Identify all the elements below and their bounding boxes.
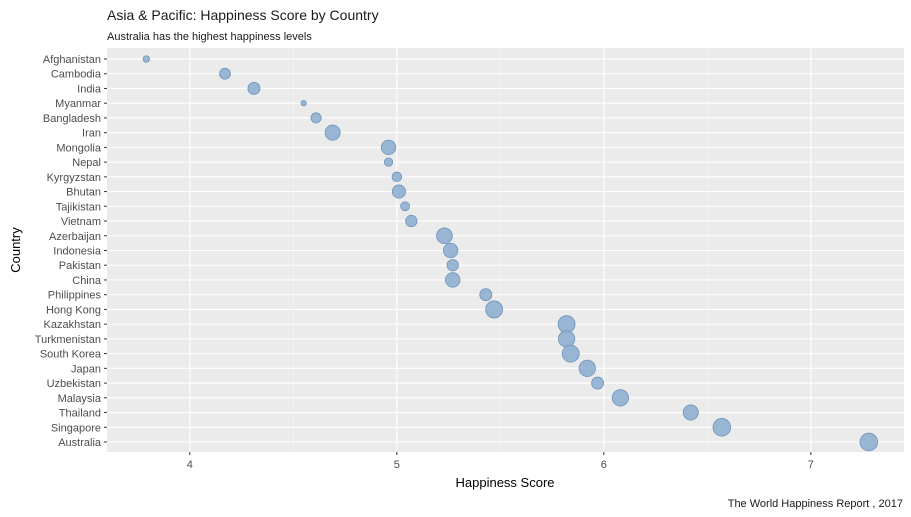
y-tick-label: Kazakhstan	[44, 319, 101, 331]
chart-subtitle: Australia has the highest happiness leve…	[107, 31, 312, 43]
data-point	[219, 67, 231, 80]
y-tick-label: Thailand	[59, 408, 101, 420]
data-point	[400, 201, 410, 212]
x-axis-ticks: 4 5 6 7	[187, 452, 814, 471]
data-point	[324, 124, 341, 141]
data-points	[142, 55, 879, 452]
data-point	[446, 259, 459, 272]
chart-caption: The World Happiness Report , 2017	[728, 498, 903, 510]
y-tick-label: Hong Kong	[46, 304, 101, 316]
y-axis-title: Country	[8, 227, 23, 273]
y-tick-label: Nepal	[72, 157, 101, 169]
data-point	[445, 272, 461, 288]
y-axis-ticks: Afghanistan Cambodia India Myanmar Banglades…	[35, 54, 107, 449]
data-point	[383, 157, 394, 167]
y-tick-label: Japan	[71, 363, 101, 375]
data-point	[436, 227, 453, 245]
y-tick-label: Turkmenistan	[35, 334, 101, 346]
data-point	[479, 288, 493, 302]
y-tick-label: Singapore	[51, 422, 101, 434]
data-point	[310, 112, 322, 124]
data-point	[611, 389, 629, 407]
y-tick-label: Malaysia	[58, 393, 102, 405]
y-tick-label: Pakistan	[59, 260, 101, 272]
data-point	[442, 242, 459, 259]
data-point	[391, 184, 406, 199]
y-tick-label: Uzbekistan	[47, 378, 101, 390]
y-tick-label: Afghanistan	[43, 54, 101, 66]
y-tick-label: Bhutan	[66, 187, 101, 199]
data-point	[391, 171, 403, 183]
data-point	[578, 359, 596, 377]
y-tick-label: Philippines	[48, 290, 102, 302]
data-point	[557, 330, 576, 348]
x-axis-title: Happiness Score	[456, 475, 555, 490]
y-tick-label: Tajikistan	[56, 201, 101, 213]
x-tick-label: 5	[394, 459, 400, 471]
data-point	[142, 55, 150, 63]
y-tick-label: Vietnam	[61, 216, 101, 228]
data-point	[682, 404, 699, 421]
y-tick-label: Kyrgyzstan	[47, 172, 101, 184]
data-point	[712, 418, 732, 437]
data-point	[300, 100, 307, 107]
data-point	[247, 82, 261, 95]
y-tick-label: Indonesia	[53, 246, 102, 258]
x-tick-label: 7	[808, 459, 814, 471]
y-tick-label: Azerbaijan	[49, 231, 101, 243]
x-tick-label: 6	[601, 459, 607, 471]
data-point	[591, 376, 605, 390]
data-point	[561, 344, 580, 363]
data-point	[859, 432, 879, 452]
x-tick-label: 4	[187, 459, 193, 471]
y-tick-label: China	[72, 275, 102, 287]
chart-title: Asia & Pacific: Happiness Score by Count…	[107, 7, 379, 23]
data-point	[557, 315, 576, 334]
y-tick-label: Cambodia	[51, 69, 102, 81]
y-tick-label: India	[77, 83, 102, 95]
y-tick-label: Bangladesh	[43, 113, 101, 125]
grid-lines	[107, 48, 904, 452]
data-point	[380, 139, 397, 156]
y-tick-label: Iran	[82, 128, 101, 140]
y-tick-label: Mongolia	[56, 142, 102, 154]
y-tick-label: Myanmar	[55, 98, 101, 110]
y-tick-label: Australia	[58, 437, 102, 449]
data-point	[405, 214, 418, 228]
y-tick-label: South Korea	[40, 349, 102, 361]
data-point	[485, 300, 504, 319]
